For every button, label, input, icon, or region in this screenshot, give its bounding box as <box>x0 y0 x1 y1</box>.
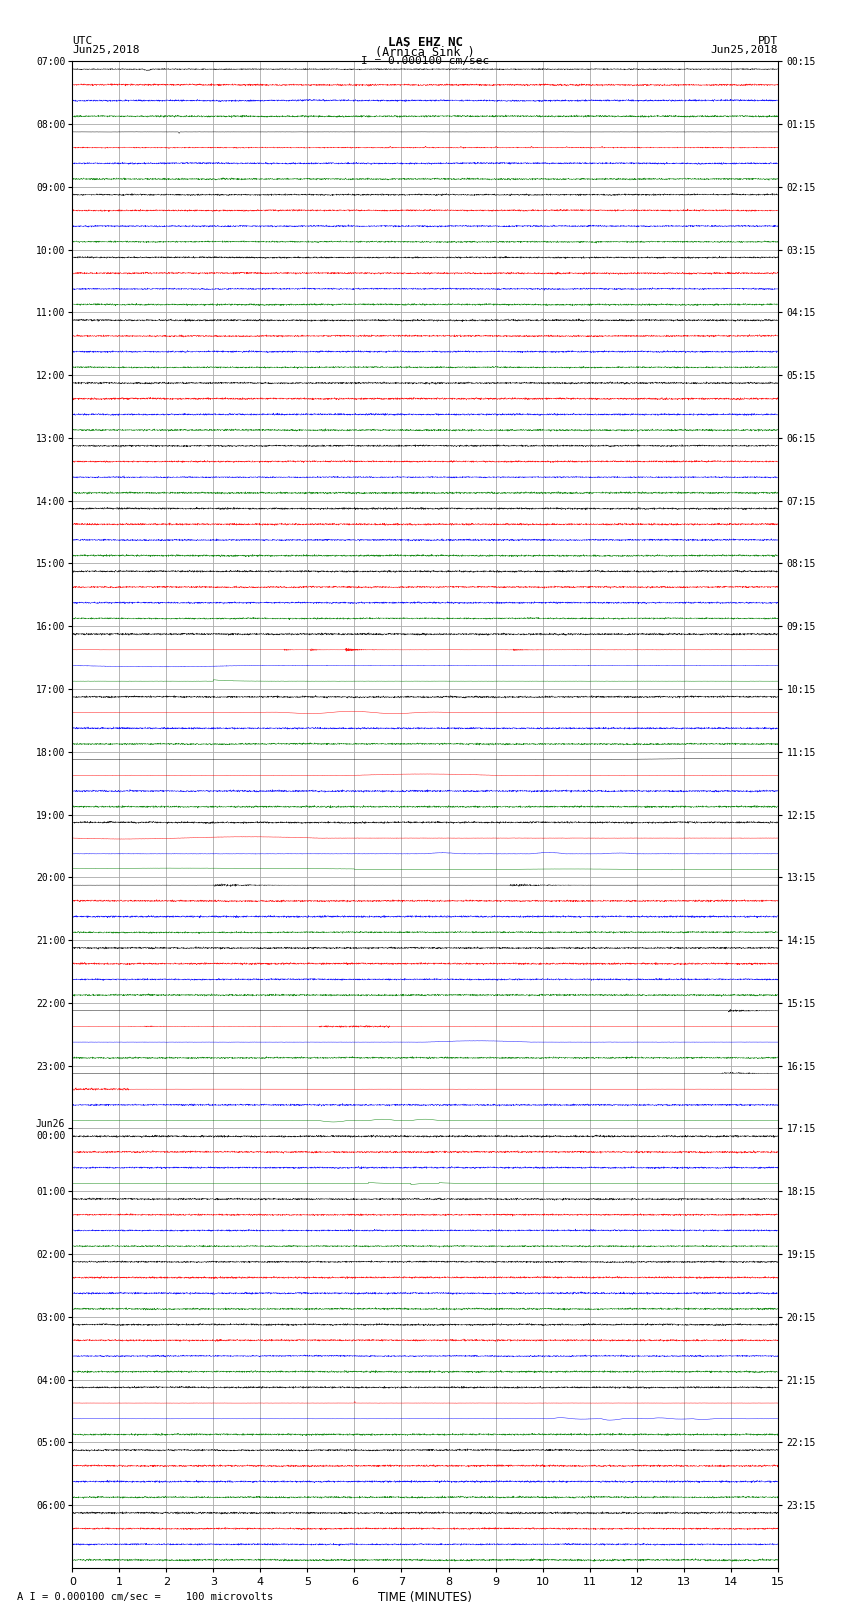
Text: UTC: UTC <box>72 37 93 47</box>
Text: LAS EHZ NC: LAS EHZ NC <box>388 37 462 50</box>
Text: Jun25,2018: Jun25,2018 <box>72 45 139 55</box>
Text: (Arnica Sink ): (Arnica Sink ) <box>375 45 475 60</box>
X-axis label: TIME (MINUTES): TIME (MINUTES) <box>378 1590 472 1603</box>
Text: PDT: PDT <box>757 37 778 47</box>
Text: I = 0.000100 cm/sec: I = 0.000100 cm/sec <box>361 56 489 66</box>
Text: A I = 0.000100 cm/sec =    100 microvolts: A I = 0.000100 cm/sec = 100 microvolts <box>17 1592 273 1602</box>
Text: Jun25,2018: Jun25,2018 <box>711 45 778 55</box>
